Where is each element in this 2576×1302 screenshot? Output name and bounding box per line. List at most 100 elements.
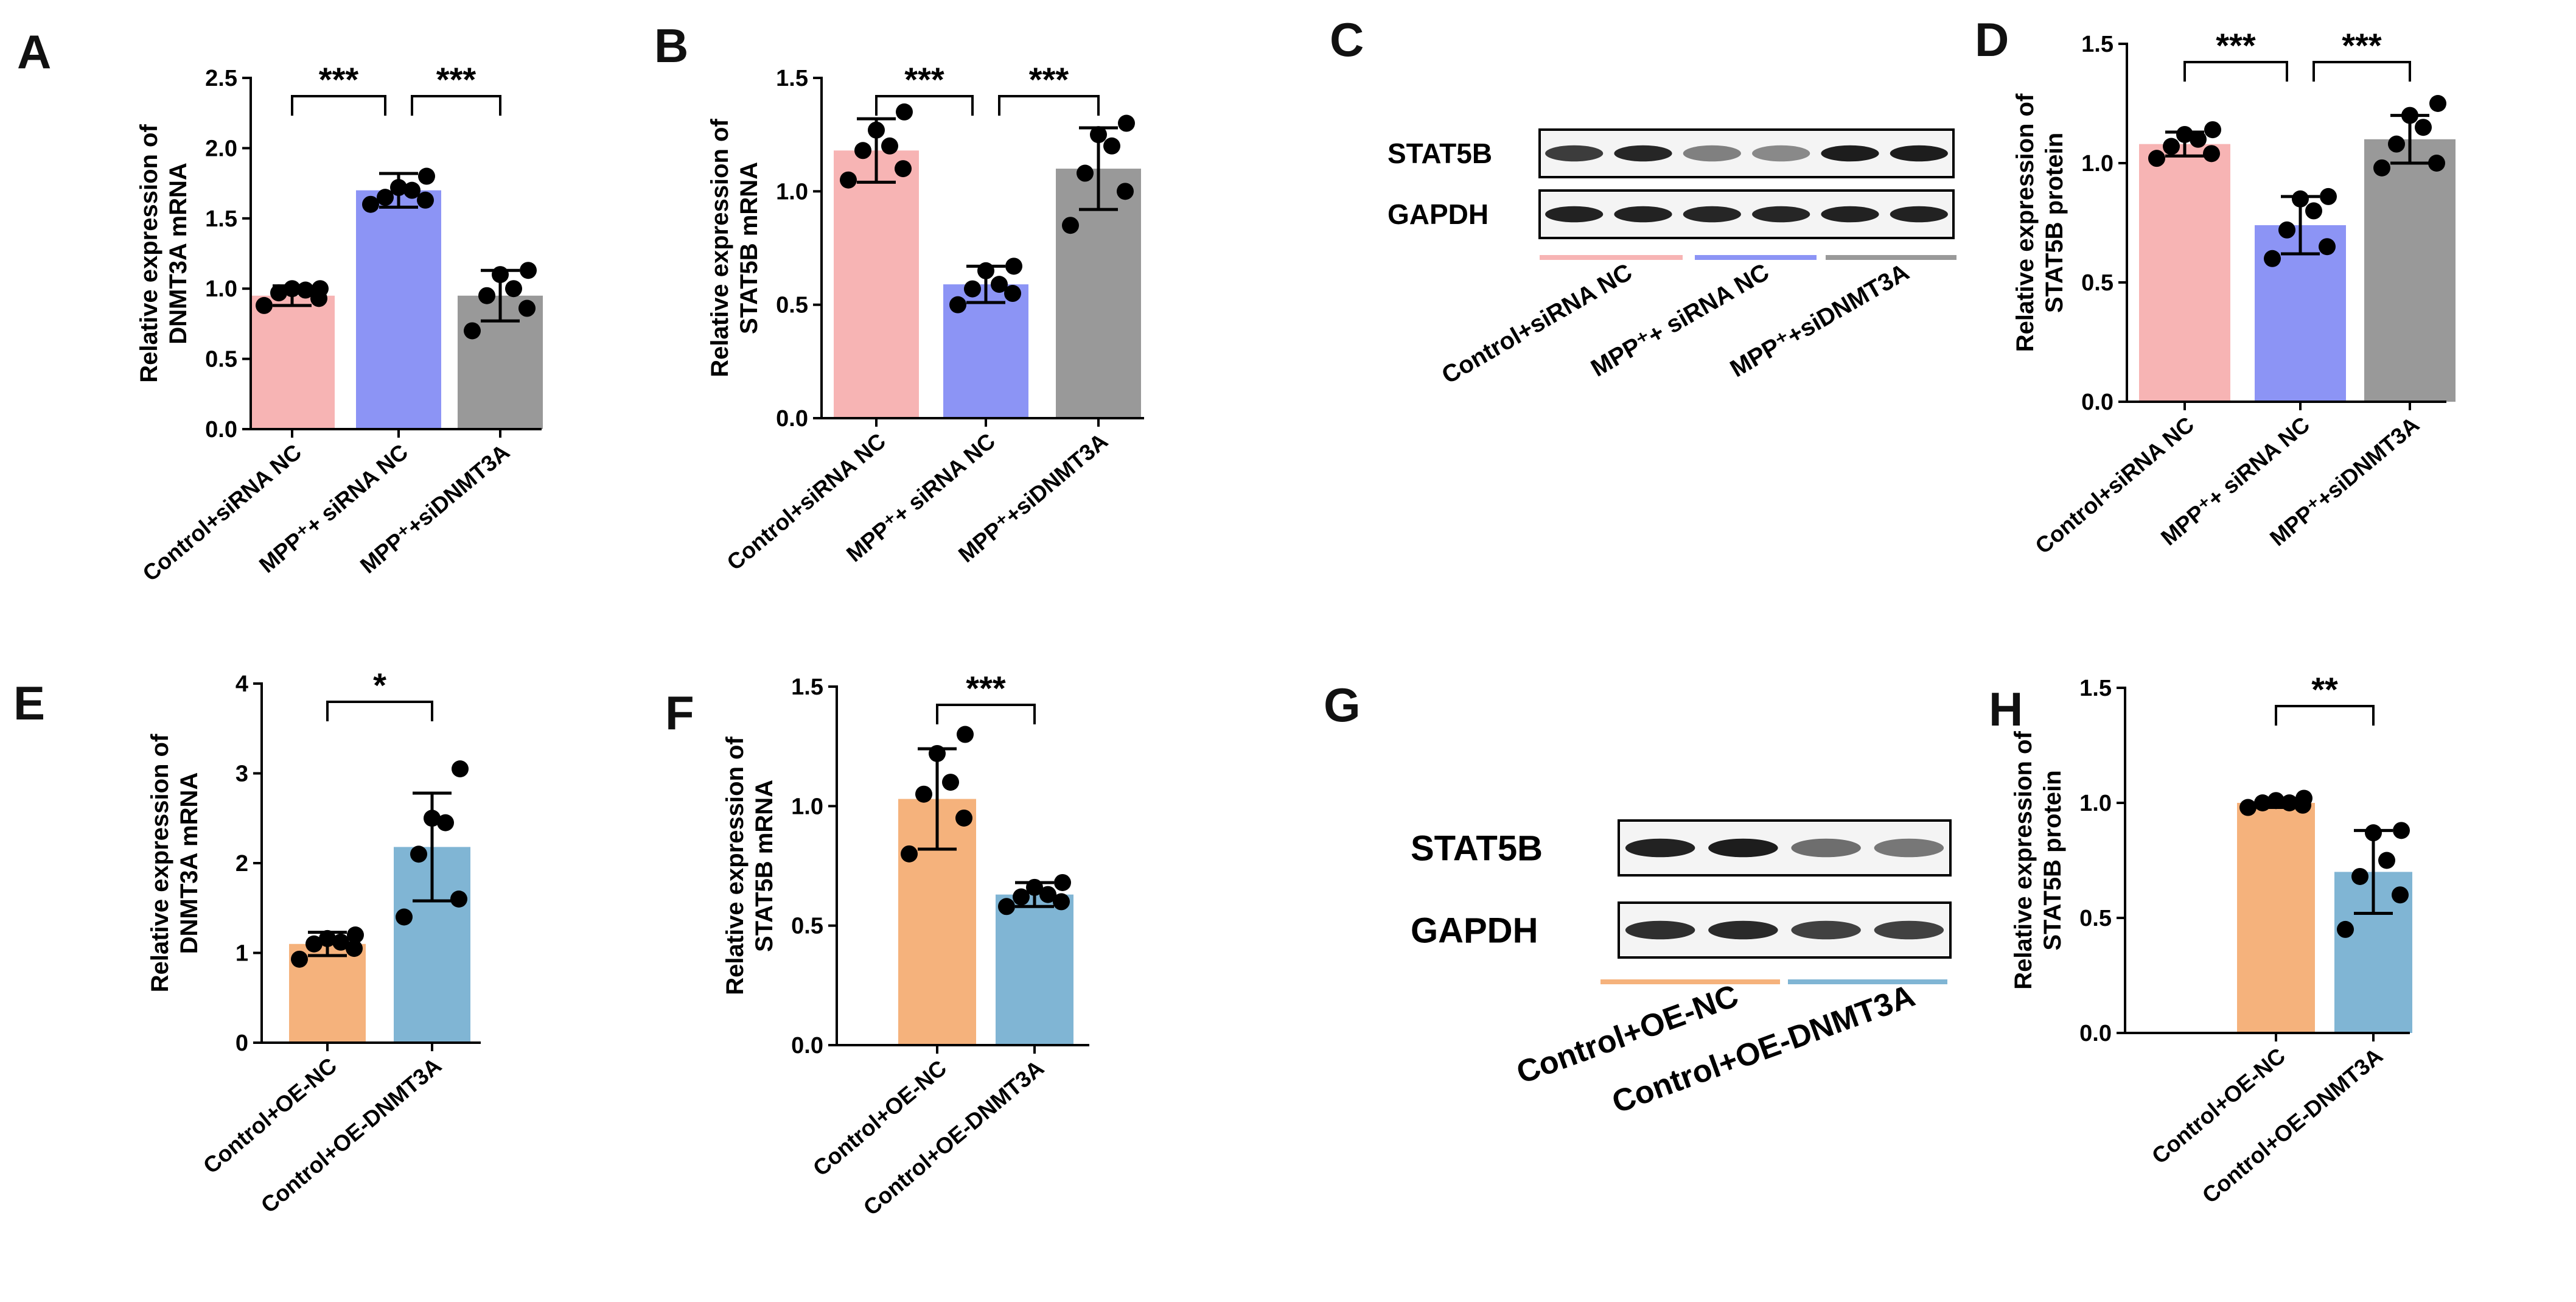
data-point — [518, 299, 536, 317]
blot-row-label: STAT5B — [1387, 138, 1492, 169]
data-point — [2203, 145, 2220, 163]
significance-bracket — [2275, 705, 2375, 726]
y-tick-label: 4 — [236, 671, 248, 697]
data-point — [478, 287, 495, 304]
blot-band — [1683, 206, 1741, 223]
blot-band — [1821, 206, 1879, 223]
data-point — [895, 160, 912, 178]
data-point — [942, 774, 959, 791]
data-point — [2204, 121, 2221, 139]
bar — [250, 295, 335, 429]
blot-band — [1625, 838, 1695, 858]
data-point — [2305, 202, 2322, 220]
data-point — [505, 280, 522, 298]
significance-label: * — [373, 666, 386, 704]
y-tick-label: 1.5 — [776, 66, 808, 91]
data-point — [854, 142, 871, 159]
blot-band — [1752, 145, 1810, 162]
significance-label: *** — [2342, 26, 2382, 65]
data-point — [1117, 183, 1134, 200]
significance-bracket — [998, 95, 1100, 116]
data-point — [2239, 799, 2257, 816]
blot-band — [1614, 145, 1672, 162]
data-point — [2429, 95, 2446, 112]
y-tick-label: 2.0 — [205, 136, 237, 161]
data-point — [291, 950, 308, 968]
bar — [2364, 139, 2456, 402]
significance-label: *** — [904, 60, 944, 99]
y-tick-label: 1.5 — [791, 674, 823, 700]
y-tick-label: 0.0 — [2081, 390, 2114, 415]
data-point — [362, 195, 379, 213]
data-point — [403, 181, 421, 199]
blot-row-label: STAT5B — [1411, 828, 1543, 868]
significance-bracket — [291, 95, 386, 116]
data-point — [450, 891, 467, 908]
significance-label: *** — [436, 60, 476, 99]
data-point — [957, 726, 974, 743]
y-tick-label: 1.0 — [791, 794, 823, 819]
bar — [2139, 144, 2230, 402]
y-tick-label: 0.0 — [205, 417, 237, 443]
panel-letter: A — [17, 25, 51, 79]
significance-label: *** — [2216, 26, 2256, 65]
chart-f: F 0.0 0.5 1.0 1.5 Relative expression of STAT5… — [665, 669, 1089, 1220]
y-tick-label: 1.5 — [205, 206, 237, 232]
data-point — [2388, 135, 2405, 153]
chart-e: E 0 1 2 3 4 Relative expression of DNMT3A mRNA C… — [13, 666, 481, 1218]
data-point — [2319, 238, 2336, 256]
significance-bracket — [2183, 61, 2288, 82]
y-tick-label: 1.5 — [2081, 32, 2114, 57]
data-point — [2393, 822, 2410, 839]
data-point — [2415, 119, 2432, 136]
data-point — [1118, 114, 1135, 132]
y-tick-label: 0 — [236, 1031, 248, 1056]
data-point — [2148, 150, 2165, 167]
blot-band — [1791, 838, 1861, 858]
blot-band — [1614, 206, 1672, 223]
blot-band — [1545, 145, 1604, 162]
blot-band — [1890, 206, 1948, 223]
data-point — [417, 191, 434, 209]
data-point — [1077, 164, 1094, 182]
data-point — [2337, 920, 2354, 938]
significance-bracket — [936, 704, 1036, 724]
panel-letter: G — [1324, 678, 1361, 732]
blot-band — [1821, 145, 1879, 162]
data-point — [332, 933, 349, 951]
data-point — [410, 845, 427, 863]
x-category-label: Control+OE-DNMT3A — [859, 1055, 1049, 1220]
y-axis-label: Relative expression of DNMT3A mRNA — [147, 733, 203, 992]
significance-bracket — [411, 95, 501, 116]
y-tick-label: 0.0 — [2079, 1021, 2112, 1046]
data-point — [2163, 138, 2180, 155]
bar — [996, 894, 1073, 1045]
data-point — [2378, 852, 2395, 869]
chart-d: D 0.0 0.5 1.0 1.5 Relative expression of STAT5… — [1975, 13, 2456, 559]
data-point — [901, 845, 918, 863]
data-point — [991, 276, 1008, 293]
y-tick-label: 0.5 — [2081, 270, 2114, 296]
data-point — [840, 171, 857, 189]
significance-bracket — [326, 701, 433, 721]
data-point — [1103, 137, 1120, 155]
y-tick-label: 0.5 — [2079, 906, 2112, 931]
data-point — [1054, 873, 1071, 891]
y-axis-label: Relative expression of STAT5B mRNA — [722, 737, 778, 995]
y-tick-label: 1 — [236, 941, 248, 967]
data-point — [881, 137, 898, 155]
data-point — [396, 908, 413, 926]
blot-band — [1708, 920, 1778, 940]
data-point — [377, 189, 394, 206]
panel-letter: C — [1330, 13, 1364, 66]
chart-h: H 0.0 0.5 1.0 1.5 Relative expression of STAT5… — [1989, 670, 2412, 1208]
y-tick-label: 0.5 — [205, 347, 237, 373]
data-point — [2373, 159, 2390, 177]
chart-b: B 0.0 0.5 1.0 1.5 Relative expression of STAT5… — [654, 19, 1144, 575]
data-point — [346, 940, 363, 957]
data-point — [418, 167, 435, 185]
data-point — [437, 814, 454, 831]
significance-label: *** — [1029, 60, 1069, 99]
data-point — [1039, 886, 1056, 903]
